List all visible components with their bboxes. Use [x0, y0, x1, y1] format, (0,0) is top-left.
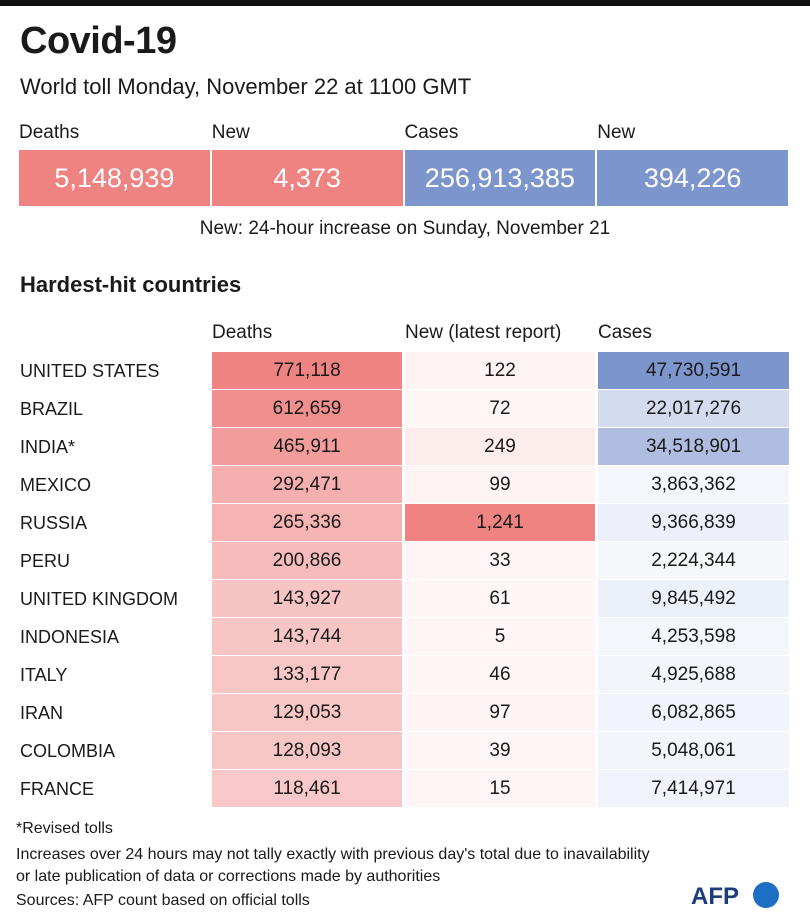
cases-cell: 5,048,061 [598, 732, 789, 769]
total-deaths-label: Deaths [19, 122, 80, 143]
column-header-deaths: Deaths [212, 322, 273, 343]
page-subtitle: World toll Monday, November 22 at 1100 G… [20, 74, 472, 99]
new-deaths-cell: 249 [405, 428, 595, 465]
table-row: INDONESIA 143,744 5 4,253,598 [0, 618, 810, 656]
total-cases-label: Cases [404, 122, 459, 143]
cases-cell: 6,082,865 [598, 694, 789, 731]
total-new-cases-label: New [597, 122, 636, 143]
deaths-cell: 265,336 [212, 504, 402, 541]
cases-cell: 9,366,839 [598, 504, 789, 541]
country-name: IRAN [20, 703, 64, 723]
world-totals: Deaths New Cases New 5,148,939 4,373 256… [19, 122, 790, 206]
section-title: Hardest-hit countries [20, 272, 242, 297]
new-deaths-cell: 39 [405, 732, 595, 769]
afp-logo-text: AFP [691, 883, 739, 910]
country-name: UNITED KINGDOM [20, 589, 179, 609]
revised-tolls-note: *Revised tolls [16, 820, 113, 837]
deaths-cell: 200,866 [212, 542, 402, 579]
top-rule [0, 0, 810, 6]
cases-cell: 3,863,362 [598, 466, 789, 503]
new-deaths-cell: 46 [405, 656, 595, 693]
deaths-cell: 292,471 [212, 466, 402, 503]
country-name: INDONESIA [20, 627, 120, 647]
sources-note: Sources: AFP count based on official tol… [16, 892, 310, 909]
column-header-cases: Cases [598, 322, 652, 343]
table-row: UNITED STATES 771,118 122 47,730,591 [0, 352, 810, 390]
table-row: FRANCE 118,461 15 7,414,971 [0, 770, 810, 808]
deaths-cell: 133,177 [212, 656, 402, 693]
table-row: PERU 200,866 33 2,224,344 [0, 542, 810, 580]
country-name: UNITED STATES [20, 361, 160, 381]
new-deaths-cell: 72 [405, 390, 595, 427]
countries-table: UNITED STATES 771,118 122 47,730,591 BRAZIL 6… [0, 352, 810, 808]
afp-logo: AFP [691, 882, 779, 910]
country-name: ITALY [20, 665, 68, 685]
deaths-cell: 143,744 [212, 618, 402, 655]
table-row: ITALY 133,177 46 4,925,688 [0, 656, 810, 694]
country-name: COLOMBIA [20, 741, 116, 761]
cases-cell: 4,925,688 [598, 656, 789, 693]
table-row: IRAN 129,053 97 6,082,865 [0, 694, 810, 732]
total-new-cases-value: 394,226 [597, 150, 788, 206]
cases-cell: 2,224,344 [598, 542, 789, 579]
total-new-deaths-value: 4,373 [211, 150, 403, 206]
new-deaths-cell: 5 [405, 618, 595, 655]
country-name: FRANCE [20, 779, 95, 799]
new-deaths-cell: 61 [405, 580, 595, 617]
disclaimer-line-1: Increases over 24 hours may not tally ex… [16, 846, 650, 863]
total-new-deaths-label: New [211, 122, 250, 143]
new-deaths-cell: 15 [405, 770, 595, 807]
disclaimer-line-2: or late publication of data or correctio… [16, 868, 441, 885]
country-name: BRAZIL [20, 399, 84, 419]
country-name: INDIA* [20, 437, 76, 457]
new-deaths-cell: 1,241 [405, 504, 595, 541]
column-header-new: New (latest report) [405, 322, 562, 343]
table-row: BRAZIL 612,659 72 22,017,276 [0, 390, 810, 428]
total-cases-value: 256,913,385 [404, 150, 596, 206]
cases-cell: 7,414,971 [598, 770, 789, 807]
total-deaths-value: 5,148,939 [19, 150, 210, 206]
deaths-cell: 129,053 [212, 694, 402, 731]
deaths-cell: 465,911 [212, 428, 402, 465]
table-row: INDIA* 465,911 249 34,518,901 [0, 428, 810, 466]
deaths-cell: 771,118 [212, 352, 402, 389]
cases-cell: 47,730,591 [598, 352, 789, 389]
new-deaths-cell: 33 [405, 542, 595, 579]
table-row: UNITED KINGDOM 143,927 61 9,845,492 [0, 580, 810, 618]
new-deaths-cell: 99 [405, 466, 595, 503]
afp-globe-icon [753, 882, 779, 908]
cases-cell: 9,845,492 [598, 580, 789, 617]
page-title: Covid-19 [20, 20, 177, 62]
table-row: MEXICO 292,471 99 3,863,362 [0, 466, 810, 504]
cases-cell: 34,518,901 [598, 428, 789, 465]
new-deaths-cell: 122 [405, 352, 595, 389]
new-deaths-cell: 97 [405, 694, 595, 731]
country-name: MEXICO [20, 475, 92, 495]
country-name: RUSSIA [20, 513, 88, 533]
country-name: PERU [20, 551, 71, 571]
cases-cell: 4,253,598 [598, 618, 789, 655]
cases-cell: 22,017,276 [598, 390, 789, 427]
table-row: COLOMBIA 128,093 39 5,048,061 [0, 732, 810, 770]
deaths-cell: 612,659 [212, 390, 402, 427]
deaths-cell: 128,093 [212, 732, 402, 769]
table-row: RUSSIA 265,336 1,241 9,366,839 [0, 504, 810, 542]
new-definition-note: New: 24-hour increase on Sunday, Novembe… [199, 218, 611, 239]
deaths-cell: 118,461 [212, 770, 402, 807]
deaths-cell: 143,927 [212, 580, 402, 617]
